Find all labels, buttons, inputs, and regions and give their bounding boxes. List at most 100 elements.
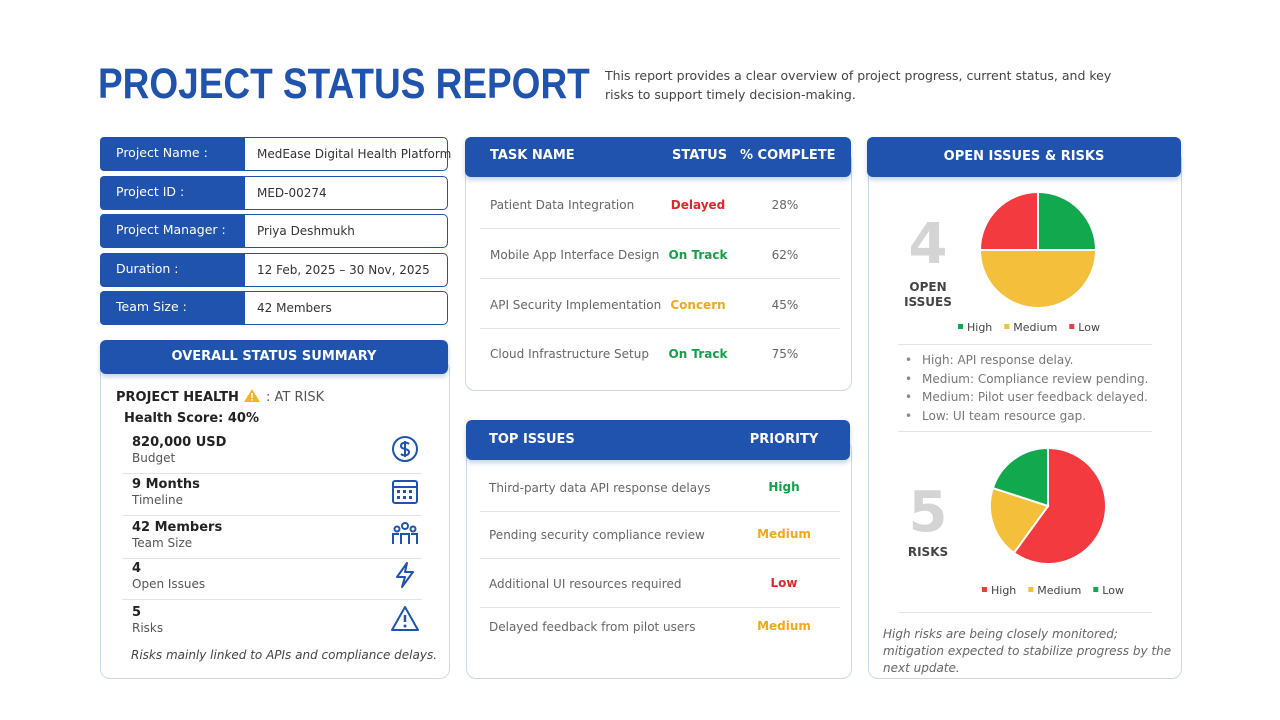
metric-value: 5: [132, 605, 142, 620]
divider: [898, 344, 1152, 345]
info-label: Project Name :: [100, 137, 244, 171]
legend-swatch: [1028, 587, 1034, 592]
summary-panel: [100, 360, 450, 679]
divider: [480, 511, 840, 512]
metric-label: Team Size: [132, 536, 193, 550]
issue-priority: Medium: [757, 527, 811, 541]
divider: [480, 607, 840, 608]
metric-label: Budget: [132, 451, 176, 465]
task-name: Patient Data Integration: [490, 198, 635, 212]
divider: [898, 431, 1152, 432]
icon: [391, 606, 419, 631]
info-label: Project Manager :: [100, 214, 244, 248]
legend-swatch: [1069, 324, 1075, 329]
tasks-panel: [465, 150, 852, 391]
warning-icon: [244, 389, 261, 402]
metric-value: 4: [132, 561, 142, 576]
pie-slice: [1037, 190, 1098, 251]
task-complete: 28%: [771, 198, 799, 212]
metric-value: 42 Members: [132, 520, 223, 535]
info-value: MED-00274: [244, 175, 448, 210]
metric-label: Timeline: [132, 493, 184, 507]
summary-title: OVERALL STATUS SUMMARY: [100, 340, 448, 374]
metric-value: 820,000 USD: [132, 435, 227, 450]
table-header: STATUS: [672, 148, 728, 163]
pie-slice: [1012, 446, 1107, 565]
open-issues-label: OPEN ISSUES: [904, 280, 952, 309]
health-score: Health Score: 40%: [124, 411, 259, 426]
risks-label: RISKS: [907, 545, 949, 559]
metric-icon: [391, 477, 419, 505]
issue-name: Additional UI resources required: [489, 577, 682, 591]
issue-name: Pending security compliance review: [489, 528, 705, 542]
divider: [122, 599, 422, 600]
pie-slice: [991, 446, 1049, 508]
report-description: This report provides a clear overview of…: [605, 68, 1112, 102]
task-name: API Security Implementation: [490, 298, 662, 312]
info-value: MedEase Digital Health Platform: [244, 137, 451, 171]
info-value: 12 Feb, 2025 – 30 Nov, 2025: [244, 252, 448, 287]
metric-icon: [391, 605, 419, 633]
issues-panel: [466, 440, 852, 679]
open-issues-count: 4: [908, 212, 948, 277]
bullet: •: [905, 408, 913, 423]
issue-name: Third-party data API response delays: [489, 481, 711, 495]
issue-note: Medium: Pilot user feedback delayed.: [922, 390, 1148, 404]
metric-icon: [391, 435, 419, 463]
bullet: •: [905, 371, 913, 386]
legend-label: Medium: [1037, 584, 1081, 597]
info-value: Priya Deshmukh: [244, 214, 448, 248]
metric-value: 9 Months: [132, 477, 200, 492]
legend-label: High: [991, 584, 1016, 597]
pie-slice: [989, 486, 1050, 555]
info-value: 42 Members: [244, 291, 448, 325]
health-row: PROJECT HEALTH : AT RISK: [116, 388, 324, 405]
legend-swatch: [1004, 324, 1010, 329]
issue-note: Medium: Compliance review pending.: [922, 371, 1149, 386]
bullet: •: [905, 353, 913, 367]
icon: [392, 480, 418, 504]
metric-label: Risks: [132, 621, 164, 635]
table-header: % COMPLETE: [740, 148, 836, 163]
divider: [480, 228, 840, 229]
health-status: : AT RISK: [266, 390, 325, 405]
pie-slice: [978, 190, 1039, 251]
table-header: PRIORITY: [749, 432, 819, 447]
summary-note: Risks mainly linked to APIs and complian…: [131, 648, 438, 662]
info-label: Duration :: [100, 252, 244, 287]
legend-swatch: [958, 324, 963, 329]
issue-note: High: API response delay.: [922, 353, 1074, 367]
risks-title: OPEN ISSUES & RISKS: [867, 137, 1181, 177]
divider: [480, 278, 840, 279]
tasks-header: [465, 137, 851, 177]
task-status: On Track: [668, 347, 728, 361]
report-title: PROJECT STATUS REPORT: [98, 60, 590, 108]
issue-priority: Medium: [757, 619, 811, 633]
pie-slice: [978, 249, 1098, 309]
divider: [480, 328, 840, 329]
legend-swatch: [982, 587, 987, 592]
icon: [392, 436, 418, 462]
task-name: Mobile App Interface Design: [490, 248, 660, 262]
risks-count: 5: [908, 480, 948, 545]
metric-icon: [391, 561, 419, 589]
task-complete: 75%: [771, 347, 799, 361]
issue-name: Delayed feedback from pilot users: [489, 620, 696, 634]
legend-label: Medium: [1013, 321, 1057, 334]
divider: [480, 558, 840, 559]
task-status: Delayed: [670, 198, 726, 212]
metric-label: Open Issues: [132, 577, 206, 591]
task-complete: 45%: [771, 298, 799, 312]
info-label: Project ID :: [100, 175, 244, 210]
bullet: •: [905, 390, 913, 404]
divider: [122, 473, 422, 474]
icon: [392, 522, 418, 544]
task-status: Concern: [670, 298, 726, 312]
risks-footnote: High risks are being closely monitored; …: [883, 627, 1172, 675]
divider: [122, 558, 422, 559]
task-complete: 62%: [771, 248, 799, 262]
legend-swatch: [1093, 587, 1099, 592]
metric-icon: [391, 520, 419, 548]
